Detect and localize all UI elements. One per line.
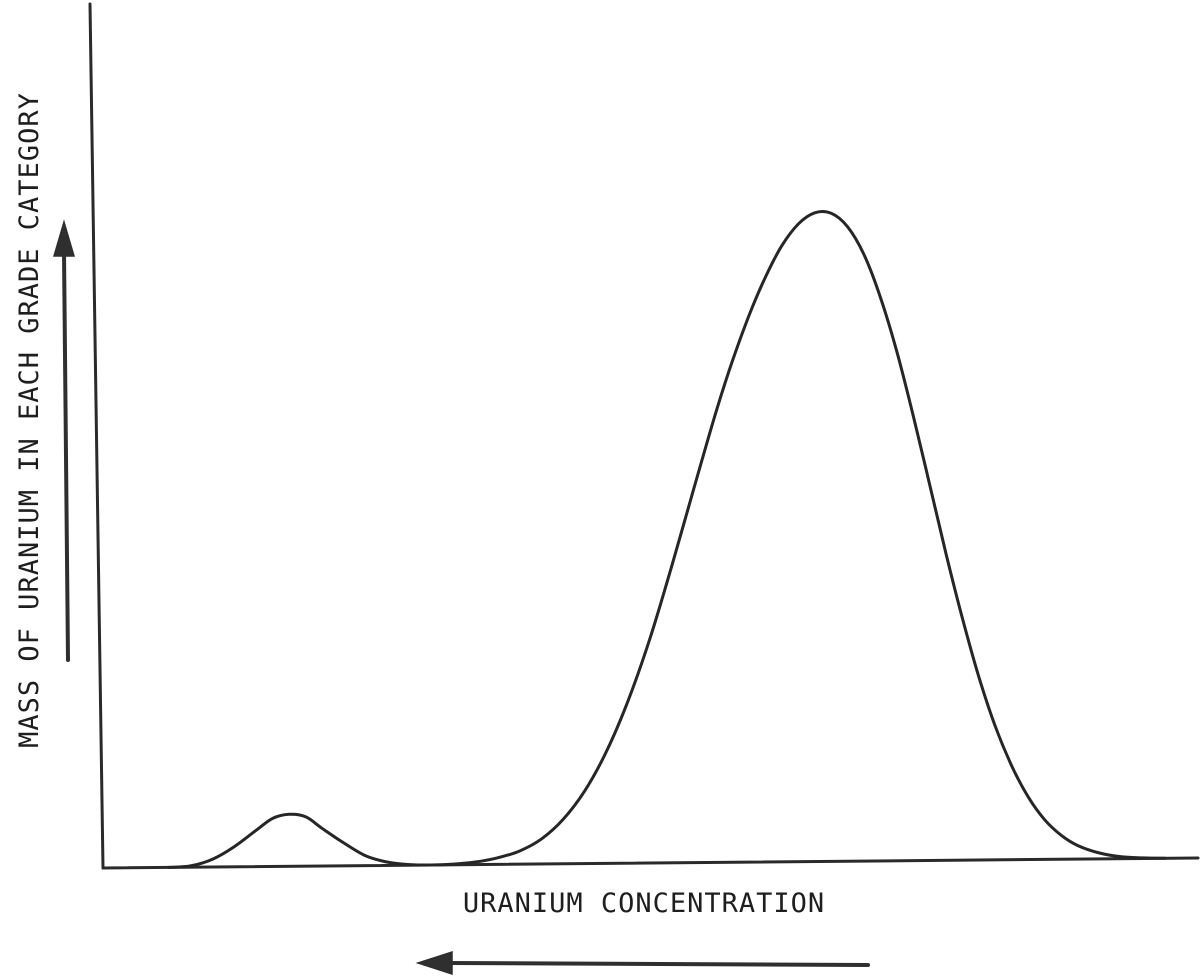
y-direction-arrow-shaft bbox=[62, 250, 70, 662]
x-axis-label: URANIUM CONCENTRATION bbox=[463, 888, 825, 919]
y-axis-line bbox=[88, 2, 105, 870]
x-axis-line bbox=[101, 856, 1200, 870]
x-direction-arrow-shaft bbox=[446, 961, 870, 967]
y-axis-label: MASS OF URANIUM IN EACH GRADE CATEGORY bbox=[14, 92, 45, 748]
distribution-curve bbox=[167, 210, 1167, 869]
x-direction-arrow-head bbox=[415, 950, 453, 976]
y-direction-arrow-head bbox=[52, 219, 76, 257]
